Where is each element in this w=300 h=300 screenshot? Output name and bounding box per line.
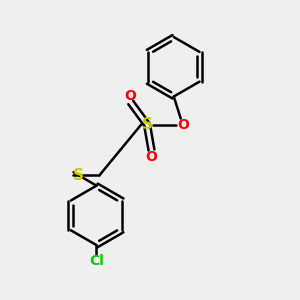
Text: O: O — [177, 118, 189, 132]
Text: Cl: Cl — [89, 254, 104, 268]
Text: O: O — [146, 149, 158, 164]
Text: S: S — [142, 117, 152, 132]
Text: O: O — [125, 89, 136, 103]
Text: S: S — [73, 168, 84, 183]
